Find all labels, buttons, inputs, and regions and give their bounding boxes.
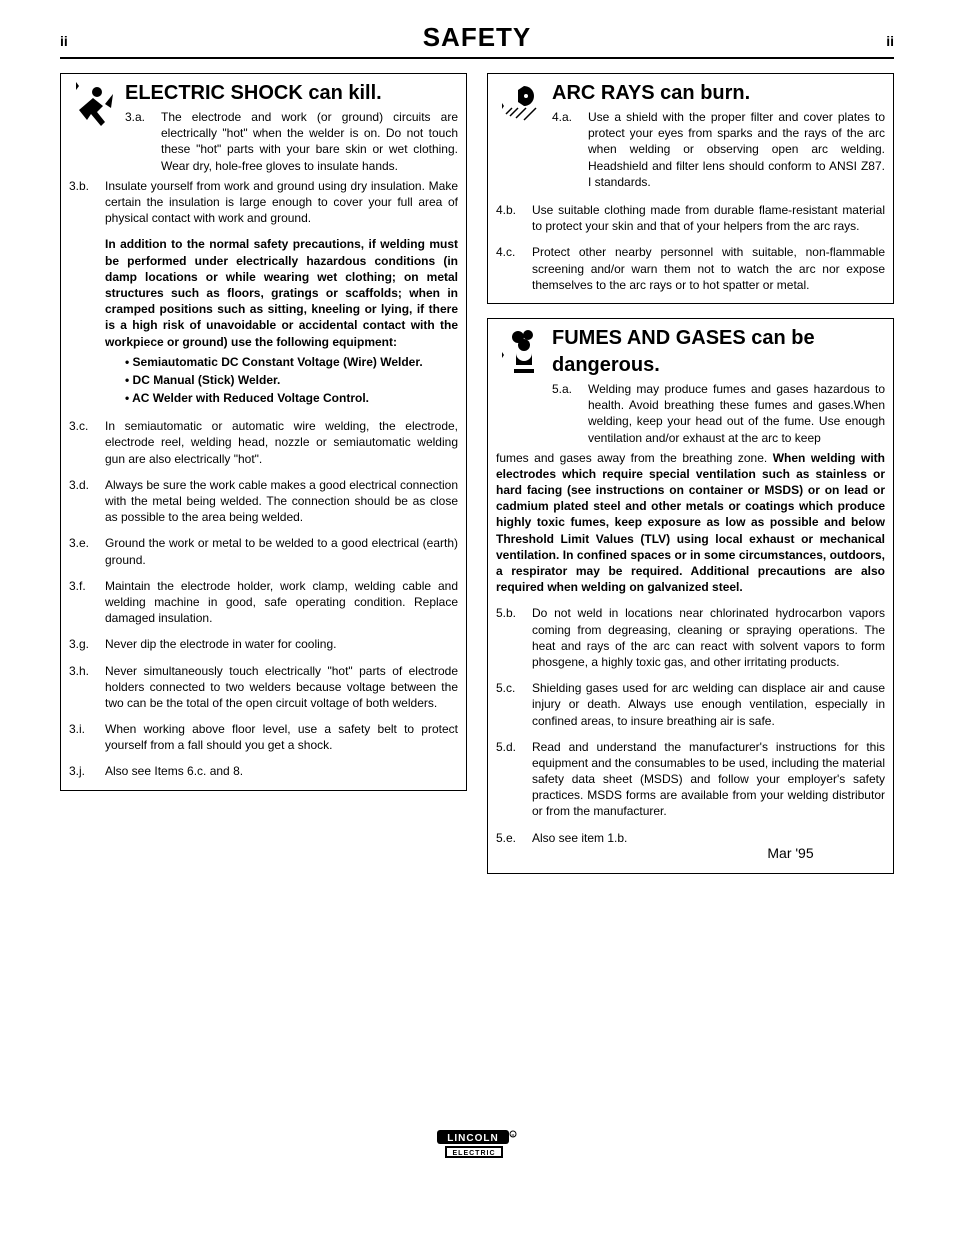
page-number-left: ii: [60, 32, 68, 51]
page-header: ii SAFETY ii: [60, 20, 894, 59]
fumes-title: FUMES AND GASES can be dangerous.: [552, 325, 885, 379]
item-text: In semiautomatic or automatic wire weldi…: [105, 418, 458, 467]
item-label: 5.e.: [496, 830, 524, 846]
item-label: 4.b.: [496, 202, 524, 234]
page-title: SAFETY: [423, 20, 532, 55]
electric-shock-header: ELECTRIC SHOCK can kill. 3.a. The electr…: [69, 80, 458, 174]
item-text: Maintain the electrode holder, work clam…: [105, 578, 458, 627]
item-text: Ground the work or metal to be welded to…: [105, 535, 458, 567]
cont-bold: When welding with electrodes which requi…: [496, 451, 885, 595]
item-label: 5.c.: [496, 680, 524, 729]
item-text: Use suitable clothing made from durable …: [532, 202, 885, 234]
item-text: Protect other nearby personnel with suit…: [532, 244, 885, 293]
item-label: 5.a.: [552, 381, 580, 446]
content-columns: ELECTRIC SHOCK can kill. 3.a. The electr…: [60, 73, 894, 888]
item-label: 4.a.: [552, 109, 580, 190]
list-item: 3.j. Also see Items 6.c. and 8.: [69, 763, 458, 779]
arc-rays-header: ARC RAYS can burn. 4.a. Use a shield wit…: [496, 80, 885, 190]
item-text: Do not weld in locations near chlorinate…: [532, 605, 885, 670]
arc-rays-title: ARC RAYS can burn.: [552, 80, 885, 107]
list-item: 4.b. Use suitable clothing made from dur…: [496, 202, 885, 234]
right-column: ARC RAYS can burn. 4.a. Use a shield wit…: [487, 73, 894, 888]
list-item: 5.d. Read and understand the manufacture…: [496, 739, 885, 820]
revision-date: Mar '95: [496, 844, 885, 863]
electric-shock-title: ELECTRIC SHOCK can kill.: [125, 80, 458, 107]
item-label: 4.c.: [496, 244, 524, 293]
item-label: 5.d.: [496, 739, 524, 820]
list-item: 3.g. Never dip the electrode in water fo…: [69, 636, 458, 652]
list-item: 3.f. Maintain the electrode holder, work…: [69, 578, 458, 627]
item-text: Use a shield with the proper filter and …: [588, 109, 885, 190]
list-item: 3.e. Ground the work or metal to be weld…: [69, 535, 458, 567]
item-label: 3.b.: [69, 178, 97, 408]
list-item: 5.b. Do not weld in locations near chlor…: [496, 605, 885, 670]
item-text: Welding may produce fumes and gases haza…: [588, 381, 885, 446]
bullet-item: • Semiautomatic DC Constant Voltage (Wir…: [125, 354, 458, 370]
item-text: Also see item 1.b.: [532, 830, 885, 846]
item-text: Shielding gases used for arc welding can…: [532, 680, 885, 729]
list-item: 4.c. Protect other nearby personnel with…: [496, 244, 885, 293]
list-item: 3.h. Never simultaneously touch electric…: [69, 663, 458, 712]
list-item: 3.b. Insulate yourself from work and gro…: [69, 178, 458, 408]
list-item: 5.e. Also see item 1.b.: [496, 830, 885, 846]
electric-shock-section: ELECTRIC SHOCK can kill. 3.a. The electr…: [60, 73, 467, 791]
arc-rays-section: ARC RAYS can burn. 4.a. Use a shield wit…: [487, 73, 894, 304]
bullet-item: • AC Welder with Reduced Voltage Control…: [125, 390, 458, 406]
fumes-header: FUMES AND GASES can be dangerous. 5.a. W…: [496, 325, 885, 446]
logo-text-2: ELECTRIC: [453, 1150, 496, 1157]
item-label: 3.j.: [69, 763, 97, 779]
item-label: 3.g.: [69, 636, 97, 652]
item-text: Never dip the electrode in water for coo…: [105, 636, 458, 652]
equipment-bullets: • Semiautomatic DC Constant Voltage (Wir…: [125, 354, 458, 407]
item-label: 3.e.: [69, 535, 97, 567]
fumes-continuation: fumes and gases away from the breathing …: [496, 450, 885, 596]
cont-plain: fumes and gases away from the breathing …: [496, 451, 773, 465]
list-item: 3.d. Always be sure the work cable makes…: [69, 477, 458, 526]
fumes-icon: [496, 325, 544, 379]
item-text: Always be sure the work cable makes a go…: [105, 477, 458, 526]
item-label: 3.d.: [69, 477, 97, 526]
svg-text:R: R: [512, 1132, 515, 1137]
bold-intro: In addition to the normal safety precaut…: [105, 236, 458, 349]
item-text: The electrode and work (or ground) circu…: [161, 109, 458, 174]
left-column: ELECTRIC SHOCK can kill. 3.a. The electr…: [60, 73, 467, 888]
footer-logo: LINCOLN R ELECTRIC: [60, 1128, 894, 1166]
item-text: When working above floor level, use a sa…: [105, 721, 458, 753]
electric-shock-icon: [69, 80, 117, 134]
item-label: 3.a.: [125, 109, 153, 174]
item-label: 5.b.: [496, 605, 524, 670]
item-label: 3.h.: [69, 663, 97, 712]
logo-text-1: LINCOLN: [447, 1133, 498, 1144]
item-label: 3.c.: [69, 418, 97, 467]
item-text: Insulate yourself from work and ground u…: [105, 178, 458, 408]
item-text: Also see Items 6.c. and 8.: [105, 763, 458, 779]
item-label: 3.i.: [69, 721, 97, 753]
item-text: Read and understand the manufacturer's i…: [532, 739, 885, 820]
page-number-right: ii: [886, 32, 894, 51]
bullet-item: • DC Manual (Stick) Welder.: [125, 372, 458, 388]
fumes-section: FUMES AND GASES can be dangerous. 5.a. W…: [487, 318, 894, 874]
item-label: 3.f.: [69, 578, 97, 627]
arc-rays-icon: [496, 80, 544, 134]
list-item: 3.i. When working above floor level, use…: [69, 721, 458, 753]
list-item: 5.c. Shielding gases used for arc weldin…: [496, 680, 885, 729]
item-text: Never simultaneously touch electrically …: [105, 663, 458, 712]
list-item: 3.c. In semiautomatic or automatic wire …: [69, 418, 458, 467]
